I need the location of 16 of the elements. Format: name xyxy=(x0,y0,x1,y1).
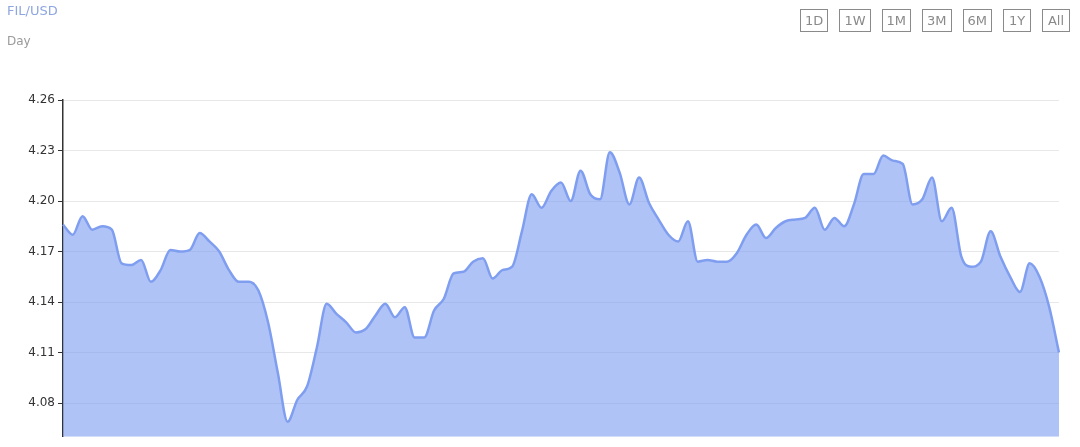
chart-title: FIL/USD xyxy=(7,3,58,18)
y-tick-label: 4.14 xyxy=(28,294,55,309)
range-button: 3M xyxy=(922,9,952,32)
range-button: 1W xyxy=(839,9,871,32)
y-tick-label: 4.26 xyxy=(28,92,55,107)
y-tick-label: 4.17 xyxy=(28,243,55,258)
chart-subtitle: Day xyxy=(7,34,31,48)
range-button: All xyxy=(1042,9,1070,32)
y-tick-label: 4.11 xyxy=(28,344,55,359)
y-tick-label: 4.08 xyxy=(28,395,55,410)
range-button: 1D xyxy=(800,9,829,32)
range-button: 6M xyxy=(962,9,992,32)
y-tick-label: 4.23 xyxy=(28,142,55,157)
range-button: 1Y xyxy=(1003,9,1031,32)
range-button: 1M xyxy=(881,9,911,32)
y-tick-label: 4.20 xyxy=(28,193,55,208)
